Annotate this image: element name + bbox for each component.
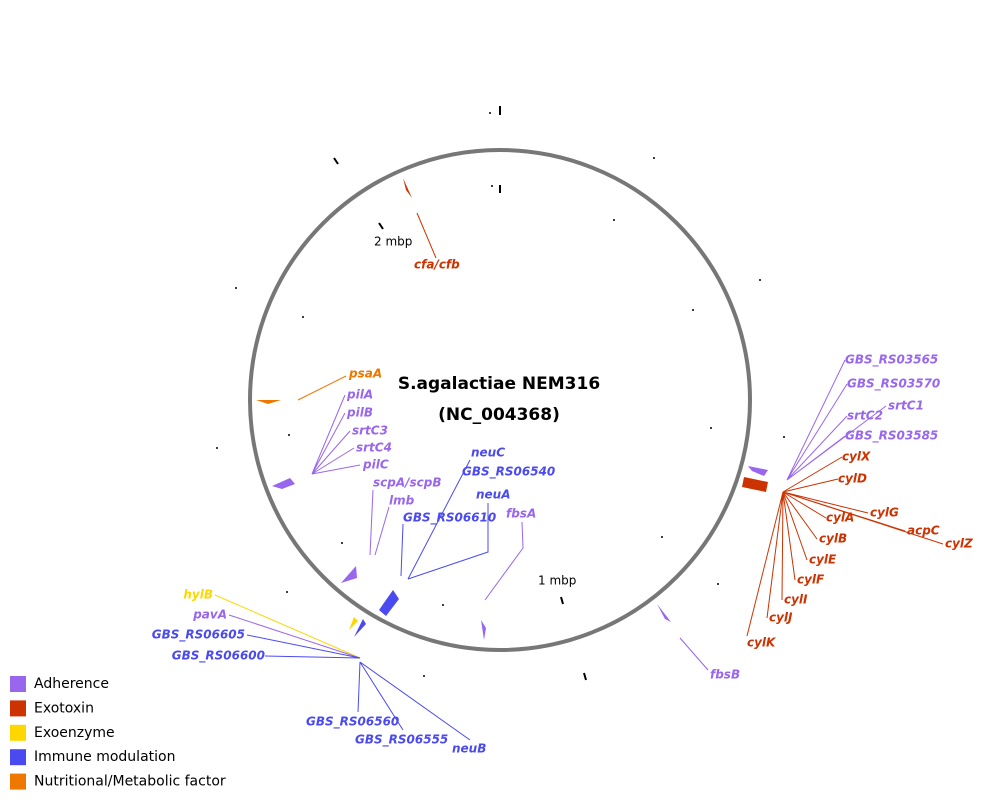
scale-label: 1 mbp [538,574,576,588]
gene-glyphs [256,178,768,640]
gene-label: neuA [476,488,511,502]
gene-label: GBS_RS06540 [462,465,555,480]
gene-label: cylG [870,506,899,520]
ticks [216,106,785,681]
gene-label: cylF [797,573,825,587]
gene-label: fbsA [506,507,536,521]
scale-label: 2 mbp [374,235,412,249]
gene-label: GBS_RS06555 [355,733,448,748]
gene-label: cylJ [769,611,793,625]
gene-label: GBS_RS03565 [845,353,938,368]
gene-label: cfa/cfb [414,258,460,272]
gene-label: pilC [362,458,389,472]
gene-label: fbsB [710,668,740,682]
gene-label: pavA [192,608,227,622]
gene-label: srtC3 [352,424,388,438]
gene-label: cylI [784,593,808,607]
legend-swatch [10,773,26,790]
title: S.agalactiae NEM316 [398,374,600,394]
legend: Adherence Exotoxin Exoenzyme Immune modulat… [10,676,226,790]
gene-label: pilB [346,406,373,420]
gene-labels: GBS_RS03565 GBS_RS03570 srtC1 srtC2 GBS_… [152,258,973,756]
gene-label: srtC2 [847,409,883,423]
gene-label: psaA [348,367,382,381]
gene-label: cylK [747,636,777,650]
legend-label: Exoenzyme [34,725,115,741]
gene-label: cylZ [945,537,973,551]
gene-label: srtC1 [888,399,924,413]
gene-label: cylX [842,450,871,464]
genome-circle [248,148,752,652]
legend-swatch [10,749,26,766]
gene-label: GBS_RS03585 [845,429,938,444]
legend-label: Adherence [34,676,109,692]
legend-label: Immune modulation [34,749,175,765]
gene-label: scpA/scpB [373,476,442,490]
title: (NC_004368) [438,405,560,425]
gene-label: GBS_RS06610 [403,511,496,526]
gene-label: acpC [907,524,940,538]
gene-label: cylB [819,532,847,546]
gene-label: neuC [471,446,505,460]
legend-label: Exotoxin [34,700,94,716]
gene-label: GBS_RS06560 [306,715,399,730]
leader-lines [214,212,944,741]
gene-label: GBS_RS06600 [172,649,265,664]
gene-label: neuB [452,742,486,756]
gene-label: GBS_RS03570 [847,377,940,392]
legend-swatch [10,724,26,741]
gene-label: cylE [809,553,837,567]
gene-label: hylB [183,588,213,602]
gene-label: cylA [826,511,854,525]
gene-label: lmb [389,494,415,508]
gene-label: cylD [838,472,867,486]
gene-label: pilA [346,388,373,402]
legend-swatch [10,700,26,717]
legend-label: Nutritional/Metabolic factor [34,774,226,790]
legend-swatch [10,676,26,692]
gene-label: GBS_RS06605 [152,628,245,643]
gene-label: srtC4 [356,441,392,455]
